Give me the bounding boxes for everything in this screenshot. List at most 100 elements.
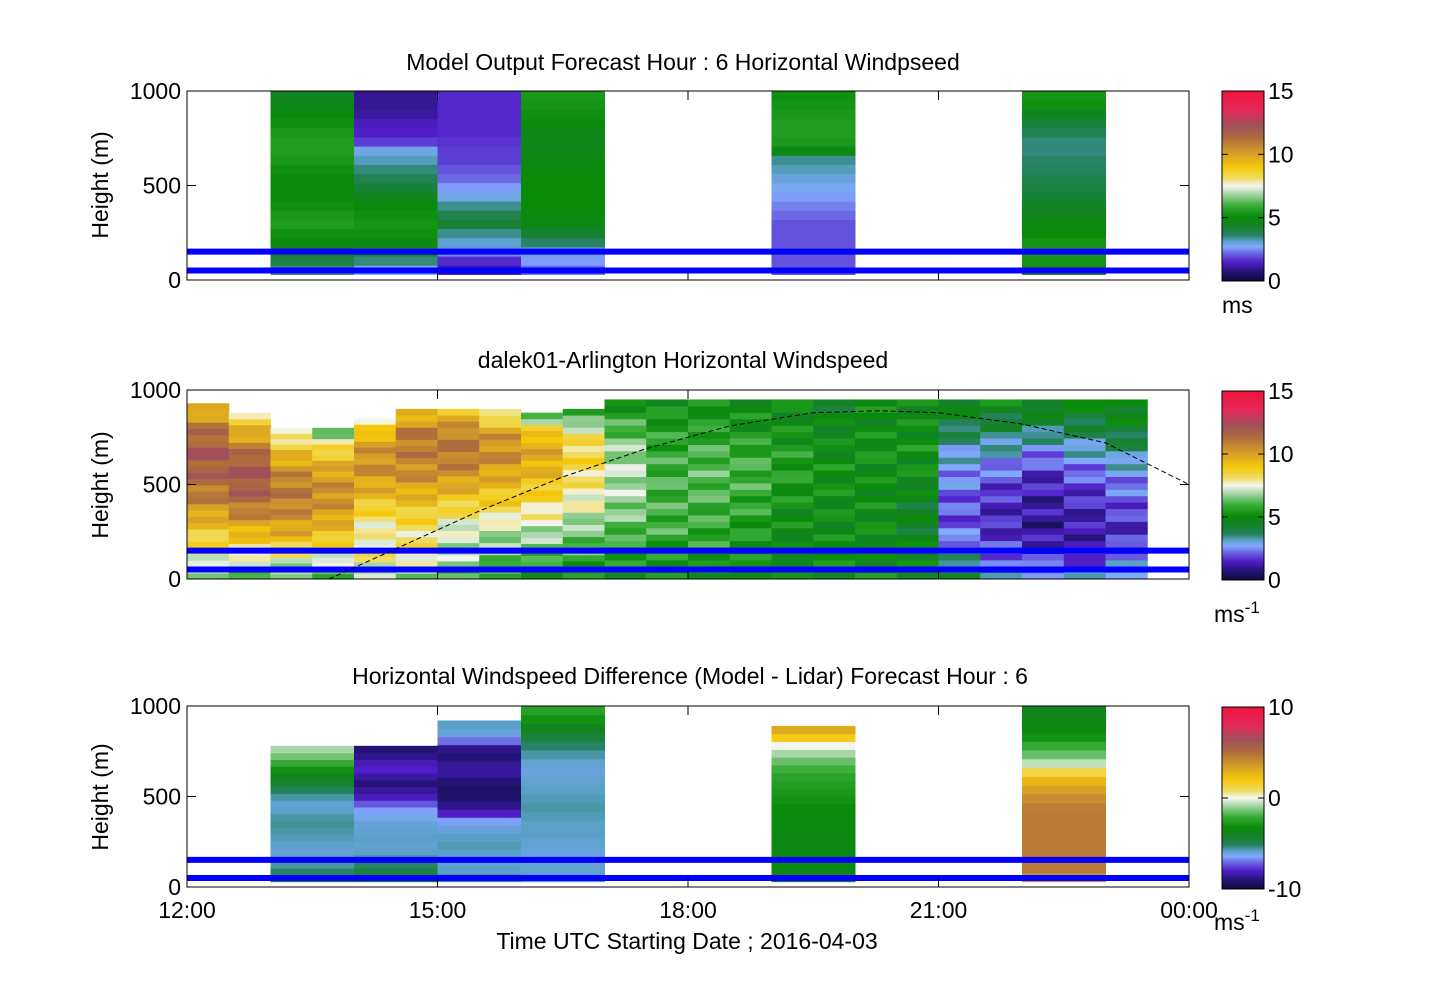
heatmap-cell (729, 508, 772, 516)
heatmap-cell (270, 460, 313, 467)
heatmap-cell (771, 559, 814, 567)
heatmap-cell (1063, 502, 1106, 510)
heatmap-cell (688, 489, 731, 497)
y-tick-label: 500 (143, 472, 181, 498)
colorbar-unit: ms-1 (1214, 906, 1260, 935)
heatmap-cell (437, 487, 480, 495)
heatmap-cell (813, 431, 856, 439)
heatmap-cell (688, 514, 731, 522)
reference-lines (187, 248, 1189, 274)
heatmap-cell (771, 540, 814, 548)
heatmap-cell (437, 191, 522, 202)
heatmap-cell (270, 449, 313, 456)
heatmap-cell (771, 418, 814, 426)
heatmap-cell (521, 758, 605, 769)
heatmap-cell (270, 471, 313, 477)
heatmap-cell (688, 405, 731, 413)
heatmap-cell (771, 145, 856, 156)
heatmap-cell (521, 430, 564, 438)
heatmap-cell (688, 418, 731, 426)
heatmap-cell (980, 425, 1023, 433)
heatmap-cell (270, 806, 355, 815)
heatmap-cell (646, 476, 689, 484)
heatmap-cell (312, 514, 355, 521)
y-tick-label: 0 (168, 566, 181, 592)
heatmap-cell (688, 527, 731, 535)
heatmap-cell (228, 472, 271, 479)
heatmap-cell (521, 237, 605, 248)
heatmap-cell (395, 439, 438, 446)
heatmap-cell (1063, 572, 1106, 579)
heatmap-cell (646, 418, 689, 426)
heatmap-cell (479, 427, 522, 434)
heatmap-cell (1022, 534, 1065, 542)
heatmap-cell (521, 741, 605, 751)
heatmap-cell (1022, 572, 1065, 579)
heatmap-cell (521, 460, 564, 467)
colorbar-tick-label: 10 (1268, 441, 1294, 467)
heatmap-cell (270, 519, 313, 526)
y-tick-label: 1000 (130, 78, 181, 104)
heatmap-cell (1022, 828, 1106, 839)
colorbar: 0 5 10 15 ms (1221, 78, 1294, 318)
heatmap-cell (312, 562, 355, 569)
heatmap-cell (270, 535, 313, 542)
heatmap-cell (521, 767, 605, 777)
heatmap-cell (562, 542, 605, 550)
heatmap-cell (771, 508, 814, 516)
heatmap-cell (354, 255, 438, 266)
heatmap-cell (521, 785, 605, 795)
heatmap-cell (1022, 820, 1106, 830)
heatmap-cell (354, 182, 438, 193)
heatmap-cell (896, 553, 939, 561)
heatmap-cell (938, 399, 981, 407)
heatmap-cell (354, 435, 397, 442)
heatmap-cell (437, 506, 480, 513)
heatmap-cell (479, 457, 522, 465)
heatmap-cell (1063, 559, 1106, 567)
y-tick-label: 0 (168, 874, 181, 900)
heatmap-cell (437, 792, 522, 802)
heatmap-cell (521, 507, 564, 515)
heatmap-cell (354, 219, 438, 230)
heatmap-cell (521, 91, 605, 101)
heatmap-cell (437, 155, 522, 165)
heatmap-cell (938, 559, 981, 567)
panel-lidar-observation: dalek01-Arlington Horizontal Windspeed H… (87, 347, 1294, 627)
heatmap-cell (1022, 228, 1106, 239)
heatmap-cell (1022, 457, 1065, 465)
heatmap-cell (354, 145, 438, 156)
colorbar-frame (1221, 90, 1265, 282)
heatmap-cell (771, 109, 856, 120)
heatmap-cell (437, 100, 522, 110)
heatmap-cell (312, 444, 355, 450)
heatmap-cell (312, 508, 355, 515)
colorbar-gradient (1222, 707, 1264, 889)
heatmap-cell (938, 405, 981, 413)
heatmap-cell (270, 454, 313, 461)
heatmap-cell (980, 412, 1023, 420)
heatmap-cell (938, 444, 981, 452)
heatmap-cell (604, 559, 647, 567)
heatmap-cell (1022, 749, 1106, 760)
heatmap-cell (395, 433, 438, 440)
heatmap-cell (688, 572, 731, 579)
heatmap-cell (270, 237, 355, 248)
heatmap-cell (479, 463, 522, 471)
heatmap-cell (688, 476, 731, 484)
heatmap-cell (896, 508, 939, 516)
heatmap-cell (1063, 521, 1106, 529)
heatmap-cell (354, 556, 397, 563)
heatmap-cell (270, 427, 313, 434)
heatmap-cell (354, 834, 438, 842)
heatmap-cell (562, 439, 605, 446)
heatmap-cell (813, 495, 856, 503)
heatmap-cell (813, 444, 856, 452)
heatmap-cell (1105, 508, 1148, 516)
heatmap-cell (270, 433, 313, 440)
heatmap-cell (521, 706, 605, 716)
heatmap-cell (395, 487, 438, 495)
heatmap-cell (604, 463, 647, 471)
heatmap-cell (646, 425, 689, 433)
heatmap-cell (437, 200, 522, 211)
